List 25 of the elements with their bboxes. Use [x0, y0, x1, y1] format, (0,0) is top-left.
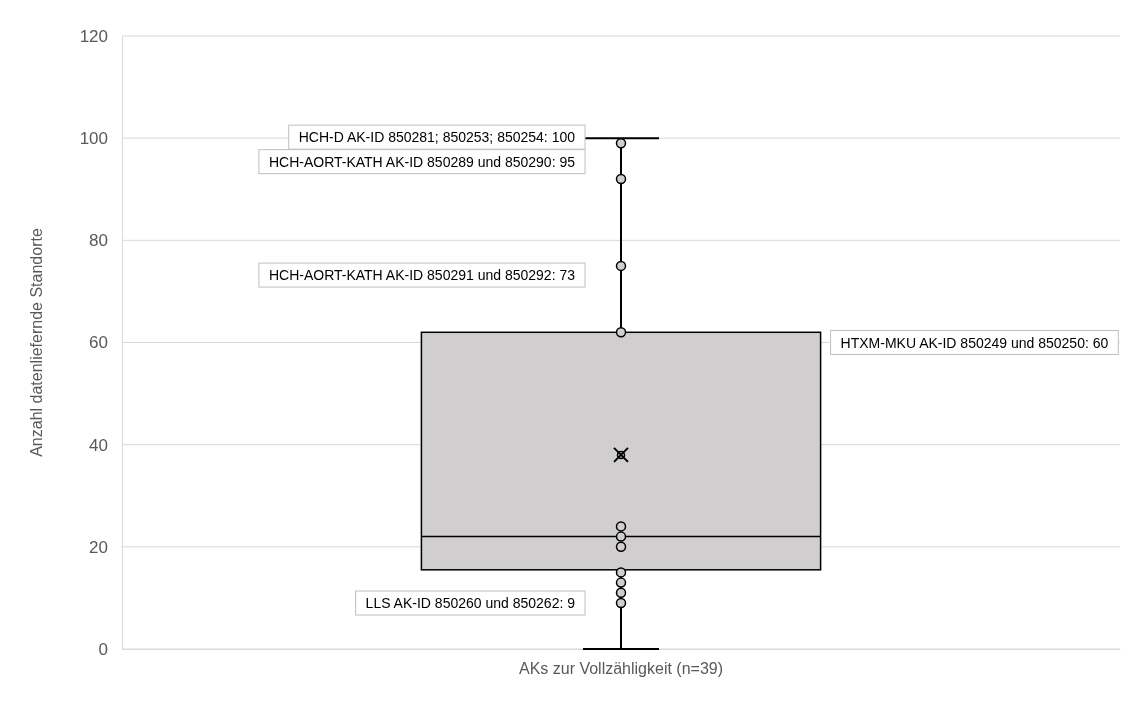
point [615, 521, 627, 532]
point [615, 173, 627, 185]
point [615, 138, 627, 149]
y-tick-label: 40 [89, 435, 108, 455]
annotation: HCH-AORT-KATH AK-ID 850291 und 850292: 73 [268, 267, 576, 284]
y-tick-label: 60 [89, 333, 108, 353]
y-tick-label: 100 [79, 129, 108, 149]
y-tick-label: 80 [89, 231, 108, 251]
point [615, 260, 627, 272]
point [615, 531, 627, 542]
y-tick-label: 120 [79, 26, 108, 46]
annotation: HCH-D AK-ID 850281; 850253; 850254: 100 [298, 129, 576, 146]
point [615, 541, 627, 553]
point [615, 567, 627, 578]
y-tick-label: 0 [98, 639, 108, 659]
annotation: LLS AK-ID 850260 und 850262: 9 [365, 595, 576, 612]
point [615, 597, 627, 609]
point [615, 577, 627, 588]
point [615, 327, 627, 338]
y-axis-title: Anzahl datenliefernde Standorte [28, 228, 45, 457]
y-tick-label: 20 [89, 537, 108, 557]
annotation: HCH-AORT-KATH AK-ID 850289 und 850290: 95 [268, 153, 576, 170]
annotation: HTXM-MKU AK-ID 850249 und 850250: 60 [840, 334, 1109, 351]
point [615, 587, 627, 599]
x-tick-label: AKs zur Vollzähligkeit (n=39) [518, 660, 724, 678]
